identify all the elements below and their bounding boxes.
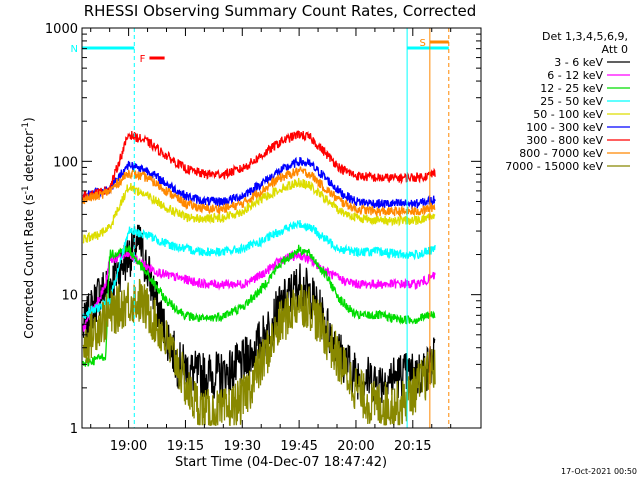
series-line-25-50-kev bbox=[82, 219, 436, 320]
legend-header-detectors: Det 1,3,4,5,6,9, bbox=[542, 30, 628, 43]
legend-label-7000-15000-kev: 7000 - 15000 keV bbox=[505, 160, 603, 173]
x-tick-label: 19:30 bbox=[224, 439, 261, 454]
series-line-7000-15000-kev bbox=[82, 278, 436, 427]
x-axis-label: Start Time (04-Dec-07 18:47:42) bbox=[175, 455, 387, 470]
x-axis-ticks: 19:00 19:15 19:30 19:45 20:00 20:15 bbox=[90, 28, 452, 454]
x-tick-label: 19:45 bbox=[280, 439, 317, 454]
series-line-100-300-kev bbox=[82, 156, 436, 210]
plot-flags-group: N F S bbox=[71, 28, 450, 428]
y-axis-label: Corrected Count Rate (s-1 detector-1) bbox=[21, 117, 36, 338]
legend-label-50-100-kev: 50 - 100 keV bbox=[533, 108, 603, 121]
footer-timestamp: 17-Oct-2021 00:50 bbox=[561, 467, 637, 476]
y-axis-label-sup2: -1 bbox=[21, 122, 31, 131]
series-line-12-25-kev bbox=[82, 244, 436, 367]
legend-label-800-7000-kev: 800 - 7000 keV bbox=[519, 147, 603, 160]
series-line-6-12-kev bbox=[82, 249, 436, 332]
legend-label-25-50-kev: 25 - 50 keV bbox=[540, 95, 603, 108]
legend-label-6-12-kev: 6 - 12 keV bbox=[547, 69, 603, 82]
x-tick-label: 19:15 bbox=[167, 439, 204, 454]
x-tick-label: 20:00 bbox=[337, 439, 374, 454]
y-tick-label: 1000 bbox=[45, 22, 78, 37]
chart-title: RHESSI Observing Summary Count Rates, Co… bbox=[84, 2, 477, 20]
y-axis-ticks: 1 10 100 1000 bbox=[45, 22, 481, 437]
x-tick-label: 20:15 bbox=[394, 439, 431, 454]
series-line-300-800-kev bbox=[82, 130, 436, 202]
plot-frame bbox=[81, 27, 482, 429]
y-tick-label: 10 bbox=[61, 289, 78, 304]
y-axis-label-mid: detector bbox=[22, 131, 36, 186]
y-axis-label-sup1: -1 bbox=[21, 185, 31, 194]
flag-label-s: S bbox=[419, 38, 425, 49]
y-axis-label-end: ) bbox=[22, 117, 36, 122]
y-tick-label: 100 bbox=[53, 155, 78, 170]
legend-label-12-25-kev: 12 - 25 keV bbox=[540, 82, 603, 95]
legend-label-300-800-kev: 300 - 800 keV bbox=[526, 134, 603, 147]
flag-label-f: F bbox=[140, 54, 146, 65]
y-axis-label-main: Corrected Count Rate (s bbox=[22, 194, 36, 338]
flag-label-n: N bbox=[71, 44, 78, 55]
series-line-3-6-kev bbox=[82, 224, 436, 405]
x-tick-label: 19:00 bbox=[110, 439, 147, 454]
legend-label-100-300-kev: 100 - 300 keV bbox=[526, 121, 603, 134]
plot-series-group bbox=[82, 130, 436, 427]
y-tick-label: 1 bbox=[70, 422, 78, 437]
legend-label-3-6-kev: 3 - 6 keV bbox=[554, 56, 603, 69]
series-line-800-7000-kev bbox=[82, 166, 436, 219]
legend-header-attenuator: Att 0 bbox=[602, 43, 628, 56]
